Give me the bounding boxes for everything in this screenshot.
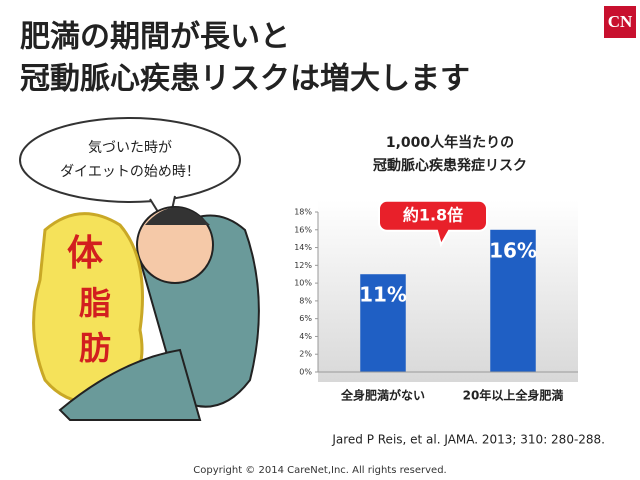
y-tick-label: 8% [299, 296, 312, 305]
y-tick-label: 16% [294, 225, 312, 234]
illustration-text: 脂 [79, 284, 111, 322]
chart-title: 冠動脈心疾患発症リスク [373, 157, 527, 174]
bubble-text: 気づいた時が [88, 140, 172, 156]
x-tick-label: 全身肥満がない [340, 388, 425, 403]
slide-title: 肥満の期間が長いと [20, 20, 290, 55]
logo-box [604, 6, 636, 38]
y-tick-label: 6% [299, 314, 312, 323]
y-tick-label: 18% [294, 208, 312, 217]
y-tick-label: 10% [294, 279, 312, 288]
bar [360, 274, 406, 372]
y-tick-label: 2% [299, 350, 312, 359]
value-label: 16% [489, 238, 537, 262]
y-tick-label: 0% [299, 368, 312, 377]
copyright: Copyright © 2014 CareNet,Inc. All rights… [193, 465, 446, 476]
y-tick-label: 14% [294, 243, 312, 252]
slide-title: 冠動脈心疾患リスクは増大します [20, 62, 470, 97]
value-label: 11% [359, 283, 407, 307]
citation: Jared P Reis, et al. JAMA. 2013; 310: 28… [331, 433, 605, 447]
logo: CN [608, 12, 633, 31]
y-tick-label: 12% [294, 261, 312, 270]
chart-title: 1,000人年当たりの [386, 134, 514, 151]
bubble-text: ダイエットの始め時！ [60, 164, 200, 180]
illustration-text: 肪 [79, 329, 111, 367]
bar [490, 229, 536, 372]
speech-bubble [19, 117, 241, 203]
illustration-text: 体 [67, 233, 103, 274]
x-tick-label: 20年以上全身肥満 [463, 388, 564, 403]
illustration [32, 206, 260, 421]
annotation-bubble [378, 199, 488, 248]
annotation: 約1.8倍 [403, 205, 463, 224]
y-tick-label: 4% [299, 332, 312, 341]
